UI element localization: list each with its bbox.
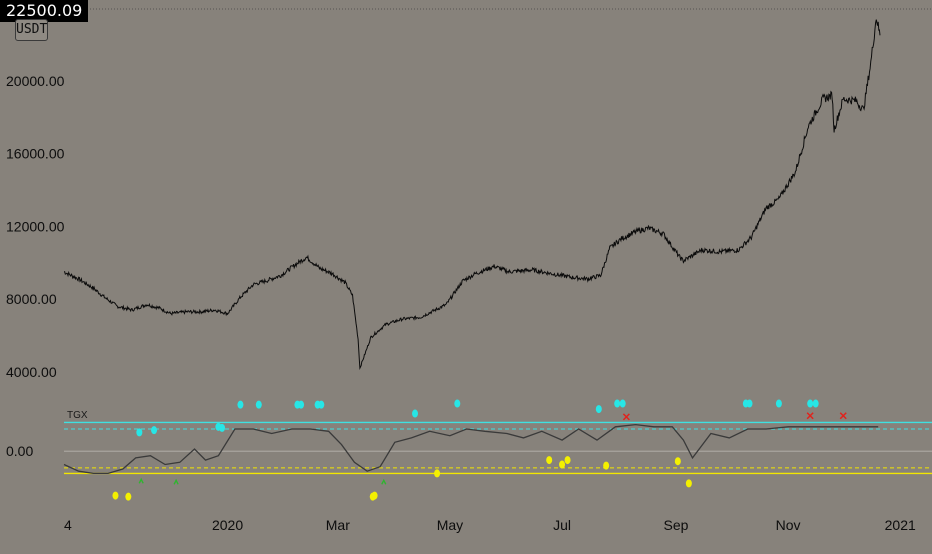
sell-signal-dot xyxy=(151,426,158,435)
sell-signal-dot xyxy=(237,400,244,409)
sell-signal-dot xyxy=(318,400,325,409)
sell-signal-dot xyxy=(807,399,814,408)
osc-y-tick-label: 0.00 xyxy=(6,443,33,459)
sell-signal-dot xyxy=(812,399,819,408)
x-tick-label: Nov xyxy=(776,517,801,533)
x-tick-label: Mar xyxy=(326,517,350,533)
buy-signal-dot xyxy=(674,457,681,466)
sell-signal-dot xyxy=(614,399,621,408)
buy-signal-dot xyxy=(564,456,571,465)
entry-mark xyxy=(138,477,144,484)
sell-signal-dot xyxy=(219,423,226,432)
exit-mark xyxy=(839,412,847,420)
buy-signal-dot xyxy=(112,491,119,500)
buy-signal-dot xyxy=(371,491,378,500)
buy-signal-dot xyxy=(434,469,441,478)
quote-currency-button[interactable]: USDT xyxy=(15,19,48,41)
sell-signal-dot xyxy=(136,428,143,437)
exit-mark xyxy=(806,412,814,420)
entry-mark xyxy=(381,478,387,485)
sell-signal-dot xyxy=(454,399,461,408)
y-tick-label: 12000.00 xyxy=(6,218,65,234)
x-tick-label: May xyxy=(437,517,463,533)
entry-mark xyxy=(173,478,179,485)
sell-signal-dot xyxy=(412,409,419,418)
sell-signal-dot xyxy=(298,400,305,409)
y-tick-label: 8000.00 xyxy=(6,291,57,307)
oscillator-line xyxy=(63,423,879,475)
sell-signal-dot xyxy=(746,399,753,408)
sell-signal-dot xyxy=(775,399,782,408)
sell-signal-dot xyxy=(595,405,602,414)
indicator-label: TGX xyxy=(67,410,88,421)
x-tick-label: 2021 xyxy=(885,517,916,533)
y-tick-label: 4000.00 xyxy=(6,364,57,380)
x-tick-label: Sep xyxy=(664,517,689,533)
buy-signal-dot xyxy=(546,456,553,465)
sell-signal-dot xyxy=(619,399,626,408)
buy-signal-dot xyxy=(125,492,132,501)
x-tick-label: Jul xyxy=(553,517,571,533)
y-tick-label: 20000.00 xyxy=(6,73,65,89)
y-tick-label: 16000.00 xyxy=(6,146,65,162)
buy-signal-dot xyxy=(603,461,610,470)
last-price-badge: 22500.09 xyxy=(0,0,89,22)
exit-mark xyxy=(622,413,630,421)
buy-signal-dot xyxy=(559,460,566,469)
x-tick-label: 4 xyxy=(64,517,72,533)
x-tick-label: 2020 xyxy=(212,517,243,533)
buy-signal-dot xyxy=(685,479,692,488)
price-series-line xyxy=(64,19,881,370)
sell-signal-dot xyxy=(255,400,262,409)
